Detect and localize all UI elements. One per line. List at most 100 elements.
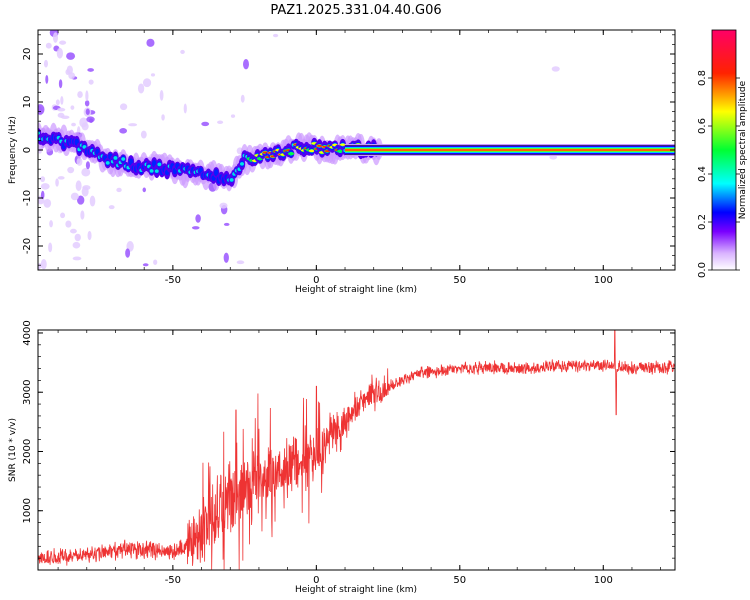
noise-blob xyxy=(45,42,52,49)
noise-blob xyxy=(201,121,210,127)
colorbar-tick-label: 0.4 xyxy=(697,166,708,182)
snr-frame xyxy=(37,329,676,571)
snr-panel: -50 0 50 100 1000 2000 3000 4000 Height of str… xyxy=(8,320,676,595)
noise-blob xyxy=(108,205,115,210)
noise-blob xyxy=(128,123,138,127)
noise-blob xyxy=(240,94,245,103)
noise-blob xyxy=(76,157,83,166)
x-tick-label: 100 xyxy=(594,575,613,586)
noise-blob xyxy=(70,192,79,201)
noise-blob xyxy=(57,176,65,180)
noise-blob xyxy=(55,99,60,106)
noise-blob xyxy=(81,186,89,197)
noise-blob xyxy=(70,105,75,110)
noise-blob xyxy=(66,65,73,75)
y-tick-label: 2000 xyxy=(22,439,33,464)
colorbar-tick-label: 0.8 xyxy=(697,70,708,86)
ridge-core xyxy=(316,144,322,147)
spectrogram-y-ticks: -20 -10 0 10 20 xyxy=(22,34,675,266)
noise-blob xyxy=(66,52,76,60)
noise-blob xyxy=(74,233,81,242)
noise-blob xyxy=(77,91,83,99)
noise-blob xyxy=(116,187,122,193)
spectrogram-x-label: Height of straight line (km) xyxy=(295,285,417,295)
y-tick-label: -10 xyxy=(22,190,33,206)
noise-blob xyxy=(183,103,187,114)
spectrogram-y-label: Frequency (Hz) xyxy=(8,116,18,184)
noise-blob xyxy=(87,68,94,72)
ridge-core xyxy=(113,156,118,160)
snr-x-label: Height of straight line (km) xyxy=(295,585,417,595)
noise-blob xyxy=(153,259,158,265)
noise-blob xyxy=(87,230,92,241)
noise-blob xyxy=(243,59,249,70)
spectrogram-panel: -50 0 50 100 -20 -10 0 10 20 Height of straight… xyxy=(8,29,676,295)
x-tick-label: -50 xyxy=(165,275,181,286)
ridge-core xyxy=(339,143,346,146)
noise-blob xyxy=(65,220,72,228)
ridge-core xyxy=(157,162,162,167)
noise-blob xyxy=(77,195,85,205)
x-tick-label: -50 xyxy=(165,575,181,586)
y-tick-label: 0 xyxy=(22,147,33,153)
colorbar: 0.0 0.2 0.4 0.6 0.8 Normalized spectral ampl… xyxy=(697,29,748,278)
noise-blob xyxy=(68,72,76,80)
noise-blob xyxy=(159,90,164,101)
colorbar-label: Normalized spectral amplitude xyxy=(738,80,748,219)
noise-blob xyxy=(40,258,47,270)
noise-blob xyxy=(40,183,50,190)
noise-blob xyxy=(67,166,75,174)
noise-blob xyxy=(59,40,67,45)
noise-blob xyxy=(217,120,224,125)
colorbar-ticks: 0.0 0.2 0.4 0.6 0.8 xyxy=(697,70,740,278)
ridge-core xyxy=(154,169,159,173)
noise-blob xyxy=(40,176,46,183)
noise-blob xyxy=(88,79,94,85)
carrier-band-peak xyxy=(345,149,675,151)
ridge-mid xyxy=(213,169,219,177)
noise-blob xyxy=(84,100,90,107)
x-tick-label: 100 xyxy=(594,275,613,286)
noise-blob xyxy=(125,248,131,258)
ridge-core xyxy=(229,178,234,182)
noise-blob xyxy=(230,114,236,118)
noise-blob xyxy=(551,66,560,72)
ridge-core xyxy=(240,162,245,166)
snr-y-ticks: 1000 2000 3000 4000 xyxy=(22,320,675,559)
noise-blob xyxy=(43,59,49,68)
colorbar-tick-label: 0.2 xyxy=(697,214,708,230)
noise-blob xyxy=(219,202,228,209)
noise-blob xyxy=(40,190,45,200)
noise-blob xyxy=(43,198,52,208)
noise-blob xyxy=(75,180,82,192)
ridge-core xyxy=(308,149,315,153)
noise-blob xyxy=(70,228,77,234)
noise-blob xyxy=(72,256,82,261)
spectrogram-x-ticks: -50 0 50 100 xyxy=(57,30,662,286)
noise-blob xyxy=(60,115,70,120)
ridge-core xyxy=(121,157,126,161)
snr-series-line xyxy=(38,330,675,570)
noise-blob xyxy=(71,122,76,127)
noise-blob xyxy=(48,242,53,253)
noise-blob xyxy=(58,79,63,89)
noise-blob xyxy=(86,116,95,123)
noise-blob xyxy=(549,155,558,160)
y-tick-label: -20 xyxy=(22,238,33,254)
figure-title: PAZ1.2025.331.04.40.G06 xyxy=(270,3,441,18)
noise-blob xyxy=(223,222,230,226)
noise-blob xyxy=(60,212,66,219)
noise-blob xyxy=(80,210,85,220)
noise-blob xyxy=(85,90,89,102)
noise-blob xyxy=(195,214,201,223)
noise-blob xyxy=(180,49,185,54)
noise-blob xyxy=(57,107,66,112)
x-tick-label: 50 xyxy=(453,575,466,586)
noise-blob xyxy=(85,161,91,170)
noise-blob xyxy=(150,73,156,77)
ridge-core xyxy=(336,149,344,153)
x-tick-label: 50 xyxy=(453,275,466,286)
y-tick-label: 20 xyxy=(22,48,33,61)
noise-blob xyxy=(223,252,229,263)
y-tick-label: 3000 xyxy=(22,379,33,404)
